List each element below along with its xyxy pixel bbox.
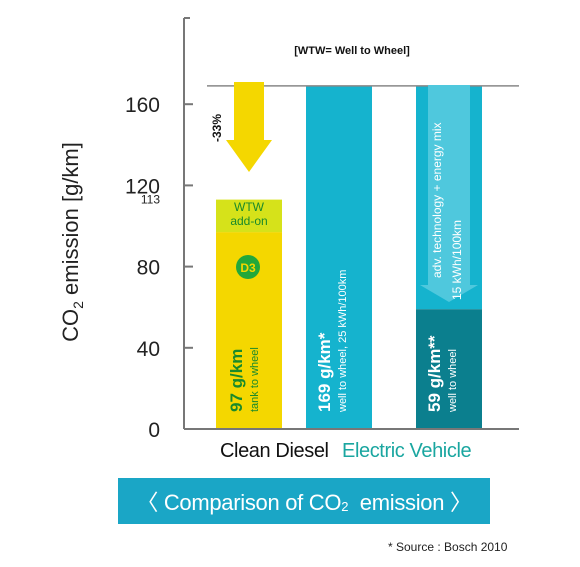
bar-diesel-wtw: [216, 199, 282, 233]
diesel-label-value: 97 g/km: [227, 349, 246, 412]
badge-circle: [236, 255, 260, 279]
advanced-arrow: [420, 85, 478, 302]
y-axis-title: CO2 emission [g/km]: [58, 142, 86, 342]
ev15-lower-label-desc: well to wheel: [447, 349, 459, 413]
wtw-label-line1: WTW: [234, 200, 265, 214]
category-label-electric-vehicle: Electric Vehicle: [342, 440, 472, 462]
wtw-note: [WTW= Well to Wheel]: [294, 45, 410, 57]
ev15-upper-label2: 15 kWh/100km: [450, 220, 464, 300]
y-tick-label-80: 80: [137, 257, 160, 280]
wtw-label-line2: add-on: [230, 214, 267, 228]
y-tick-label-40: 40: [137, 338, 160, 361]
y-tick-label-0: 0: [148, 419, 160, 442]
reduction-arrow: [226, 82, 272, 172]
bar-ev-15-lower: [416, 309, 482, 429]
diesel-label-desc: tank to wheel: [249, 347, 261, 412]
y-tick-label-160: 160: [125, 94, 160, 117]
category-label-clean-diesel: Clean Diesel: [220, 440, 329, 462]
source-note: * Source : Bosch 2010: [388, 540, 508, 554]
reduction-label: -33%: [210, 114, 224, 142]
bar-ev-25: [306, 85, 372, 430]
caption-open: 〈 Comparison of CO: [136, 490, 342, 515]
ev25-label-desc: well to wheel, 25 kWh/100km: [337, 270, 349, 413]
y-tick-label-113: 113: [141, 193, 160, 207]
ev15-lower-label-value: 59 g/km**: [425, 335, 444, 412]
ev15-upper-label1: adv. technology + energy mix: [430, 122, 444, 278]
caption-sub: 2: [341, 498, 349, 514]
y-tick-label-120: 120: [125, 175, 160, 198]
caption-band: 〈 Comparison of CO 2 emission 〉: [118, 478, 490, 524]
badge-label: D3: [240, 261, 256, 275]
ev25-label-value: 169 g/km*: [315, 332, 334, 412]
caption-close: emission 〉: [348, 490, 472, 515]
